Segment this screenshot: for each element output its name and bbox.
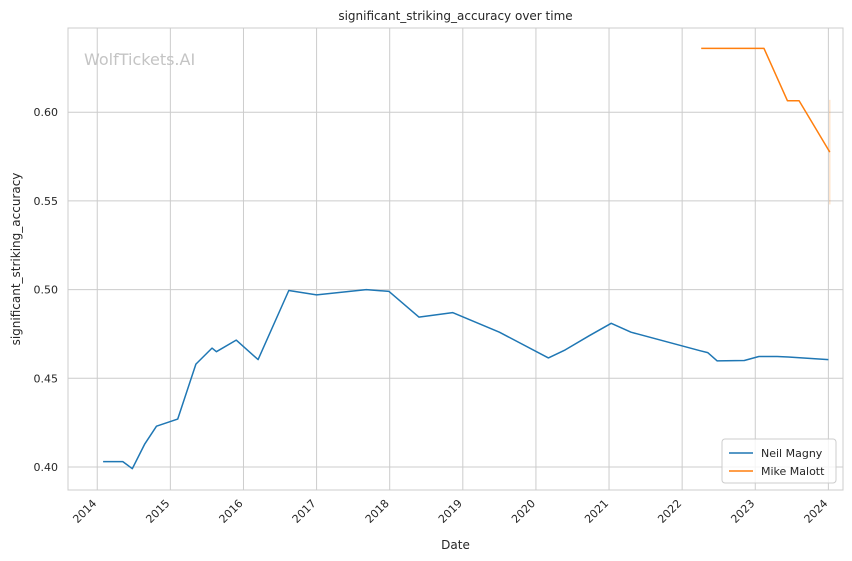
data-point-neil-magny — [121, 460, 124, 463]
chart-title: significant_striking_accuracy over time — [338, 9, 572, 23]
x-tick-label: 2017 — [290, 497, 319, 526]
y-tick-label: 0.50 — [34, 284, 59, 297]
x-tick-label: 2023 — [728, 497, 757, 526]
data-point-mike-malott — [763, 47, 766, 50]
x-tick-label: 2018 — [363, 497, 392, 526]
data-point-neil-magny — [131, 467, 134, 470]
data-point-neil-magny — [629, 331, 632, 334]
data-point-neil-magny — [547, 356, 550, 359]
series-line-mike-malott — [701, 47, 831, 153]
plot-background — [68, 28, 843, 490]
data-point-neil-magny — [706, 351, 709, 354]
x-tick-label: 2021 — [582, 497, 611, 526]
data-point-neil-magny — [564, 348, 567, 351]
data-point-neil-magny — [827, 358, 830, 361]
data-point-neil-magny — [143, 442, 146, 445]
data-point-neil-magny — [757, 355, 760, 358]
data-point-neil-magny — [235, 339, 238, 342]
x-tick-label: 2014 — [70, 497, 99, 526]
data-point-neil-magny — [588, 334, 591, 337]
plot-frame — [67, 27, 844, 491]
x-tick-label: 2015 — [143, 497, 172, 526]
data-point-neil-magny — [417, 316, 420, 319]
data-point-neil-magny — [102, 460, 105, 463]
legend: Neil Magny Mike Malott — [721, 438, 837, 484]
legend-label-neil-magny: Neil Magny — [761, 447, 823, 460]
data-point-neil-magny — [194, 363, 197, 366]
y-tick-label: 0.40 — [34, 461, 59, 474]
y-tick-label: 0.60 — [34, 106, 59, 119]
data-point-neil-magny — [211, 347, 214, 350]
data-point-mike-malott — [786, 99, 789, 102]
data-point-neil-magny — [498, 331, 501, 334]
y-tick-label: 0.45 — [34, 372, 59, 385]
data-point-neil-magny — [699, 349, 702, 352]
data-point-neil-magny — [776, 355, 779, 358]
x-tick-label: 2020 — [509, 497, 538, 526]
y-tick-label: 0.55 — [34, 195, 59, 208]
x-tick-label: 2019 — [436, 497, 465, 526]
data-point-mike-malott — [700, 47, 703, 50]
data-point-neil-magny — [215, 350, 218, 353]
y-axis-title: significant_striking_accuracy — [9, 173, 23, 346]
data-point-neil-magny — [176, 418, 179, 421]
x-axis-title: Date — [441, 538, 470, 552]
data-point-neil-magny — [365, 288, 368, 291]
data-point-neil-magny — [451, 311, 454, 314]
data-point-neil-magny — [787, 355, 790, 358]
x-tick-label: 2024 — [802, 497, 831, 526]
series-line-neil-magny — [103, 288, 829, 470]
data-point-neil-magny — [716, 359, 719, 362]
legend-box — [721, 438, 837, 484]
data-point-neil-magny — [610, 322, 613, 325]
x-tick-label: 2016 — [217, 497, 246, 526]
data-point-mike-malott — [798, 99, 801, 102]
watermark: WolfTickets.AI — [84, 50, 195, 69]
data-point-neil-magny — [155, 425, 158, 428]
x-tick-label: 2022 — [655, 497, 684, 526]
y-tick-labels: 0.40 0.45 0.50 0.55 0.60 — [34, 106, 59, 474]
grid — [68, 28, 843, 490]
series-layer — [102, 47, 831, 470]
legend-label-mike-malott: Mike Malott — [761, 465, 825, 478]
data-point-neil-magny — [743, 359, 746, 362]
data-point-neil-magny — [257, 358, 260, 361]
x-tick-labels: 2014 2015 2016 2017 2018 2019 2020 2021 2022 2023… — [70, 497, 830, 526]
data-point-neil-magny — [387, 290, 390, 293]
data-point-neil-magny — [315, 293, 318, 296]
data-point-neil-magny — [287, 289, 290, 292]
